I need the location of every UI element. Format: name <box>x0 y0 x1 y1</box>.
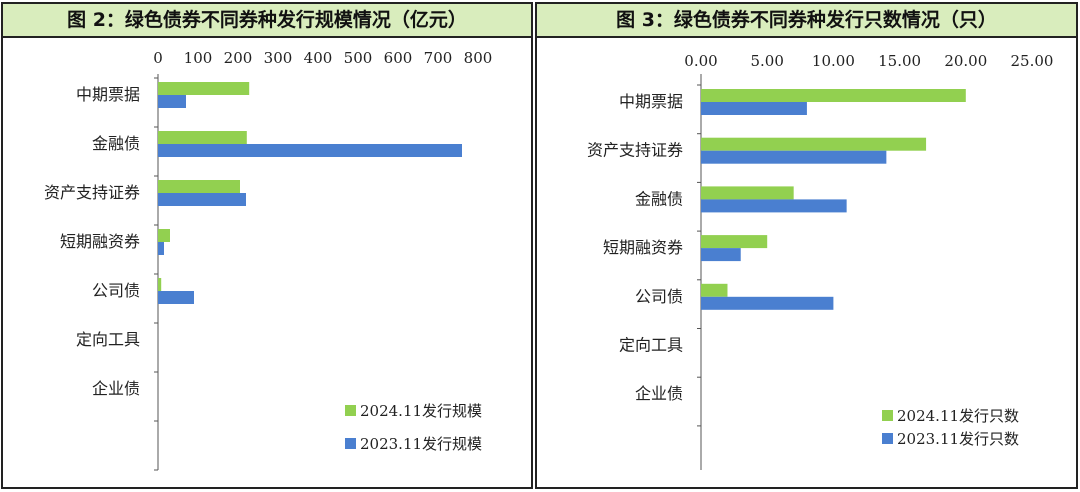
x-tick-label: 20.00 <box>944 52 987 70</box>
legend-label: 2023.11发行只数 <box>897 430 1019 448</box>
bar-2023 <box>701 248 741 262</box>
bar-2024 <box>701 235 768 249</box>
bar-2024 <box>701 137 927 151</box>
x-tick-label: 25.00 <box>1011 52 1054 70</box>
x-tick-label: 500 <box>344 49 373 67</box>
category-label: 公司债 <box>635 287 683 306</box>
category-label: 金融债 <box>635 189 683 208</box>
bar-2023 <box>158 291 194 304</box>
category-label: 定向工具 <box>619 336 683 355</box>
legend-label: 2023.11发行规模 <box>360 435 482 453</box>
chart-panel-issuance-count: 图 3：绿色债券不同券种发行只数情况（只） 0.00 5.00 10.00 15.00… <box>535 2 1078 489</box>
category-label: 资产支持证券 <box>44 183 140 202</box>
category-label: 金融债 <box>92 134 140 153</box>
x-tick-label: 200 <box>224 49 253 67</box>
category-label: 短期融资券 <box>603 238 683 257</box>
legend-swatch <box>882 433 893 444</box>
bar-chart-issuance-amount: 0 100 200 300 400 500 600 700 800 中期票据金融债资产支持证券短期… <box>44 49 493 471</box>
bar-2023 <box>701 102 807 115</box>
bar-2024 <box>158 229 170 242</box>
bar-2023 <box>701 199 847 213</box>
bar-2024 <box>158 278 162 291</box>
bar-2024 <box>701 89 966 102</box>
bar-2023 <box>158 242 164 255</box>
bar-chart-issuance-count: 0.00 5.00 10.00 15.00 20.00 25.00 中期票据资产支持证券金融… <box>587 52 1054 470</box>
bar-2024 <box>701 186 794 200</box>
x-tick-label: 800 <box>464 49 493 67</box>
x-tick-label: 10.00 <box>812 52 855 70</box>
x-tick-label: 600 <box>384 49 413 67</box>
bar-2023 <box>158 193 246 206</box>
bar-2024 <box>158 180 240 193</box>
legend-swatch <box>345 438 356 449</box>
chart-title: 图 2：绿色债券不同券种发行规模情况（亿元） <box>3 4 531 38</box>
bar-2023 <box>701 150 887 164</box>
bar-2024 <box>701 283 728 297</box>
legend-label: 2024.11发行规模 <box>360 402 482 420</box>
category-label: 公司债 <box>92 281 140 300</box>
category-label: 企业债 <box>92 379 140 398</box>
x-tick-label: 5.00 <box>750 52 783 70</box>
bar-2023 <box>158 95 186 108</box>
x-tick-label: 300 <box>264 49 293 67</box>
x-tick-label: 15.00 <box>878 52 921 70</box>
category-label: 企业债 <box>635 384 683 403</box>
legend-label: 2024.11发行只数 <box>897 407 1019 425</box>
category-label: 资产支持证券 <box>587 141 683 160</box>
bar-2024 <box>158 131 247 144</box>
x-tick-label: 700 <box>424 49 453 67</box>
x-tick-label: 0.00 <box>684 52 717 70</box>
bar-2023 <box>158 144 462 157</box>
x-tick-label: 100 <box>184 49 213 67</box>
bar-2023 <box>701 296 834 310</box>
category-label: 中期票据 <box>76 85 140 104</box>
x-tick-label: 400 <box>304 49 333 67</box>
chart-title: 图 3：绿色债券不同券种发行只数情况（只） <box>537 4 1076 38</box>
chart-panel-issuance-amount: 图 2：绿色债券不同券种发行规模情况（亿元） 0 100 200 300 400 500 6… <box>1 2 533 489</box>
legend-swatch <box>882 410 893 421</box>
bar-2024 <box>158 82 250 95</box>
category-label: 中期票据 <box>619 92 683 111</box>
category-label: 定向工具 <box>76 330 140 349</box>
category-label: 短期融资券 <box>60 232 140 251</box>
x-tick-label: 0 <box>153 49 163 67</box>
legend-swatch <box>345 405 356 416</box>
